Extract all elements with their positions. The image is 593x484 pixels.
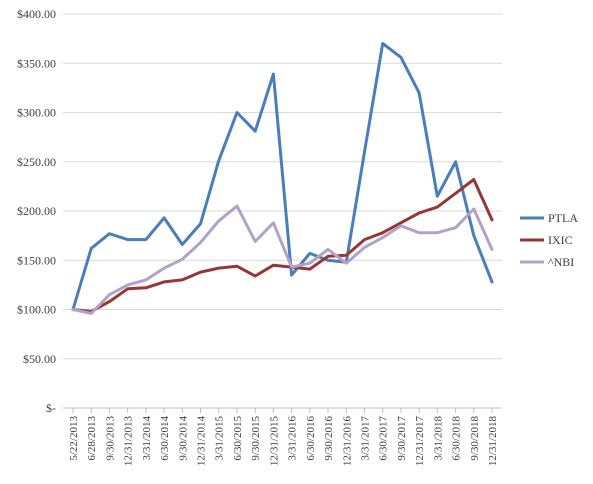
x-tick-label-20: 3/31/2018 [432,416,444,461]
legend-label-nbi: ^NBI [548,255,574,269]
y-tick-label-7: $350.00 [17,56,56,70]
x-tick-label-12: 3/31/2016 [287,416,299,461]
series-line-ptla [71,42,494,311]
x-tick-label-19: 12/31/2017 [414,416,426,467]
legend: PTLA IXIC ^NBI [520,211,578,269]
x-tick-label-17: 6/30/2017 [378,416,390,461]
series-line-nbi [71,204,494,315]
axes: $- $50.00 $100.00 $150.00 $200.00 $250.00 $300… [17,7,502,466]
y-tick-label-8: $400.00 [17,7,56,21]
x-tick-label-7: 12/31/2014 [196,416,208,467]
x-tick-label-21: 6/30/2018 [451,416,463,461]
x-tick-label-23: 12/31/2018 [487,416,499,467]
legend-label-ptla: PTLA [548,211,578,225]
y-tick-label-0: $- [46,401,56,415]
x-tick-label-8: 3/31/2015 [214,416,226,461]
x-tick-label-14: 9/30/2016 [323,416,335,461]
x-tick-label-3: 12/31/2013 [123,416,135,467]
x-tick-label-10: 9/30/2015 [250,416,262,461]
x-tick-label-5: 6/30/2014 [159,416,171,461]
y-tick-label-6: $300.00 [17,106,56,120]
x-tick-label-15: 12/31/2016 [341,416,353,467]
x-tick-label-11: 12/31/2015 [268,416,280,467]
x-tick-label-9: 6/30/2015 [232,416,244,461]
x-tick-label-4: 3/31/2014 [141,416,153,461]
x-tick-label-13: 6/30/2016 [305,416,317,461]
series-lines [71,42,494,315]
series-line-ixic [71,178,494,313]
x-tick-label-6: 9/30/2014 [177,416,189,461]
legend-label-ixic: IXIC [548,233,573,247]
y-tick-label-4: $200.00 [17,204,56,218]
x-tick-label-1: 6/28/2013 [86,416,98,461]
y-tick-label-5: $250.00 [17,155,56,169]
y-tick-label-3: $150.00 [17,253,56,267]
x-tick-label-16: 3/31/2017 [359,416,371,461]
x-tick-label-2: 9/30/2013 [104,416,116,461]
y-tick-label-2: $100.00 [17,303,56,317]
x-tick-label-0: 5/22/2013 [68,416,80,461]
x-tick-label-18: 9/30/2017 [396,416,408,461]
y-tick-label-1: $50.00 [23,352,56,366]
x-tick-label-22: 9/30/2018 [469,416,481,461]
